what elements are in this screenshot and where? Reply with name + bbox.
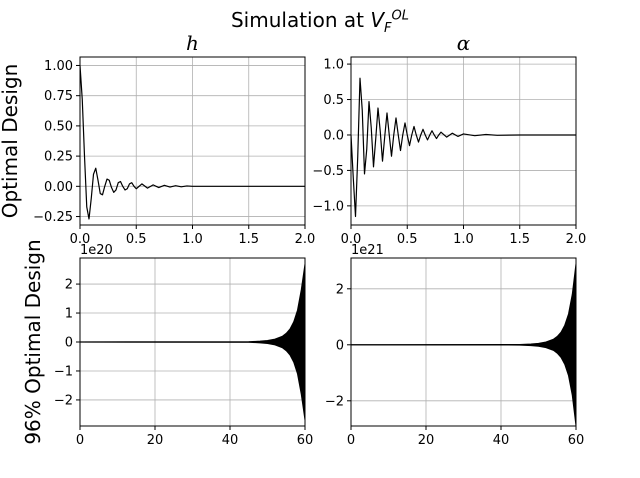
y-tick-label: −0.5: [312, 164, 344, 179]
x-tick-label: 20: [147, 433, 164, 448]
chart-panel-3: 0 20 40 60 2 1 0 −1 −2 1e20: [54, 243, 313, 448]
x-tick-label: 1.0: [453, 232, 474, 247]
x-tick-label: 2.0: [295, 232, 316, 247]
y-tick-label: 0.5: [323, 93, 344, 108]
y-tick-label: 2: [65, 278, 73, 293]
x-tick-label: 0: [347, 433, 355, 448]
x-tick-label: 0: [76, 433, 84, 448]
x-tick-label: 0.0: [341, 232, 362, 247]
chart-panel-1: 0.0 0.5 1.0 1.5 2.0 1.00 0.75 0.50 0.25 0.00 −0.25…: [33, 31, 315, 247]
x-tick-label: 0.0: [70, 232, 91, 247]
row-label-optimal: Optimal Design: [0, 64, 22, 219]
y-tick-label: 1.0: [323, 58, 344, 73]
axes-frame: [350, 257, 577, 427]
y-offset-label: 1e21: [351, 243, 384, 258]
y-tick-label: −2: [325, 394, 344, 409]
series-line: [351, 77, 576, 218]
y-tick-label: 0.50: [44, 119, 73, 134]
y-tick-label: −0.25: [33, 210, 73, 225]
x-tick-label: 40: [493, 433, 510, 448]
y-tick-label: −1: [54, 364, 73, 379]
y-tick-label: 0: [65, 336, 73, 351]
y-tick-label: 2: [336, 282, 344, 297]
x-tick-label: 60: [568, 433, 585, 448]
figure-title-text: Simulation at: [230, 8, 364, 32]
x-tick-label: 1.5: [509, 232, 530, 247]
x-tick-label: 1.0: [182, 232, 203, 247]
y-tick-label: 1: [65, 307, 73, 322]
y-tick-label: 0.00: [44, 180, 73, 195]
series-line: [80, 65, 305, 220]
subplot-title: α: [457, 31, 471, 55]
figure-title-subscript: F: [384, 21, 392, 36]
y-tick-label: 0: [336, 338, 344, 353]
x-tick-label: 40: [222, 433, 239, 448]
figure-title: Simulation at VFOL: [0, 8, 640, 36]
y-tick-label: 0.75: [44, 89, 73, 104]
y-tick-label: −2: [54, 393, 73, 408]
x-tick-label: 2.0: [566, 232, 587, 247]
chart-panel-2: 0.0 0.5 1.0 1.5 2.0 1.0 0.5 0.0 −0.5 −1.0 α: [312, 31, 586, 247]
y-tick-label: 1.00: [44, 59, 73, 74]
x-tick-label: 0.5: [126, 232, 147, 247]
figure-title-symbol: V: [370, 8, 385, 32]
x-tick-label: 20: [418, 433, 435, 448]
y-tick-label: 0.25: [44, 150, 73, 165]
y-tick-label: −1.0: [312, 199, 344, 214]
y-offset-label: 1e20: [80, 243, 113, 258]
subplot-title: h: [186, 31, 199, 55]
x-tick-label: 1.5: [238, 232, 259, 247]
x-tick-label: 60: [297, 433, 314, 448]
y-tick-label: 0.0: [323, 128, 344, 143]
row-label-96-optimal: 96% Optimal Design: [21, 239, 45, 444]
x-tick-label: 0.5: [397, 232, 418, 247]
figure-title-superscript: OL: [391, 8, 409, 24]
